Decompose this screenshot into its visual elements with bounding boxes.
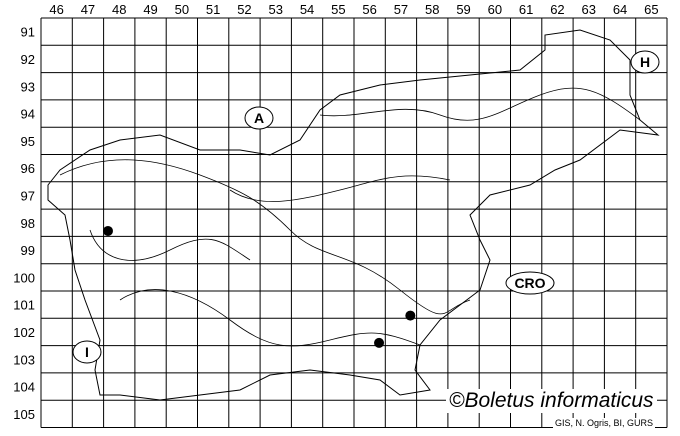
row-label: 95	[21, 134, 35, 149]
column-label: 65	[644, 2, 658, 17]
row-label: 104	[13, 380, 35, 395]
column-label: 54	[300, 2, 314, 17]
river	[119, 289, 421, 347]
column-label: 60	[488, 2, 502, 17]
grid: 46 47 48 49 50 51 52 53 54 55 56 57 58 59 60 61 62 63 64 65…	[13, 2, 668, 428]
label-ellipse	[505, 271, 555, 295]
country-label-text: H	[640, 54, 650, 70]
credit-text: GIS, N. Ogris, BI, GURS	[553, 418, 656, 428]
row-label: 103	[13, 352, 35, 367]
column-label: 57	[394, 2, 408, 17]
column-label: 48	[112, 2, 126, 17]
column-label: 47	[81, 2, 95, 17]
label-ellipse	[244, 106, 274, 130]
column-label: 62	[550, 2, 564, 17]
country-border	[47, 29, 660, 401]
occurrence-point	[405, 310, 416, 321]
row-label: 100	[13, 270, 35, 285]
row-label: 94	[21, 107, 35, 122]
column-label: 51	[206, 2, 220, 17]
country-label-hungary: H	[630, 50, 660, 74]
country-label-austria: A	[244, 106, 274, 130]
column-label: 59	[456, 2, 470, 17]
row-label: 102	[13, 325, 35, 340]
slovenia-outline	[47, 29, 660, 401]
country-label-text: CRO	[514, 275, 545, 291]
column-label: 61	[519, 2, 533, 17]
row-label: 93	[21, 79, 35, 94]
column-label: 58	[425, 2, 439, 17]
column-label: 46	[49, 2, 63, 17]
river	[319, 87, 641, 121]
row-label: 97	[21, 188, 35, 203]
column-label: 52	[237, 2, 251, 17]
column-label: 50	[175, 2, 189, 17]
occurrence-point	[102, 225, 113, 236]
river	[89, 229, 251, 261]
country-label-text: I	[85, 344, 89, 360]
row-label: 105	[13, 407, 35, 422]
column-label: 53	[269, 2, 283, 17]
row-label: 91	[21, 25, 35, 40]
column-label: 49	[143, 2, 157, 17]
label-ellipse	[630, 50, 660, 74]
column-label: 56	[362, 2, 376, 17]
row-label: 99	[21, 243, 35, 258]
column-label: 63	[582, 2, 596, 17]
column-label: 64	[613, 2, 627, 17]
column-label: 55	[331, 2, 345, 17]
label-ellipse	[72, 340, 102, 364]
row-label: 96	[21, 161, 35, 176]
copyright-text: ©Boletus informaticus	[446, 389, 657, 413]
occurrence-point	[374, 337, 385, 348]
row-label: 92	[21, 52, 35, 67]
river	[229, 175, 451, 202]
country-label-italy: I	[72, 340, 102, 364]
river	[59, 159, 471, 315]
country-label-croatia: CRO	[505, 271, 555, 295]
country-label-text: A	[254, 110, 264, 126]
row-label: 98	[21, 216, 35, 231]
row-label: 101	[13, 298, 35, 313]
